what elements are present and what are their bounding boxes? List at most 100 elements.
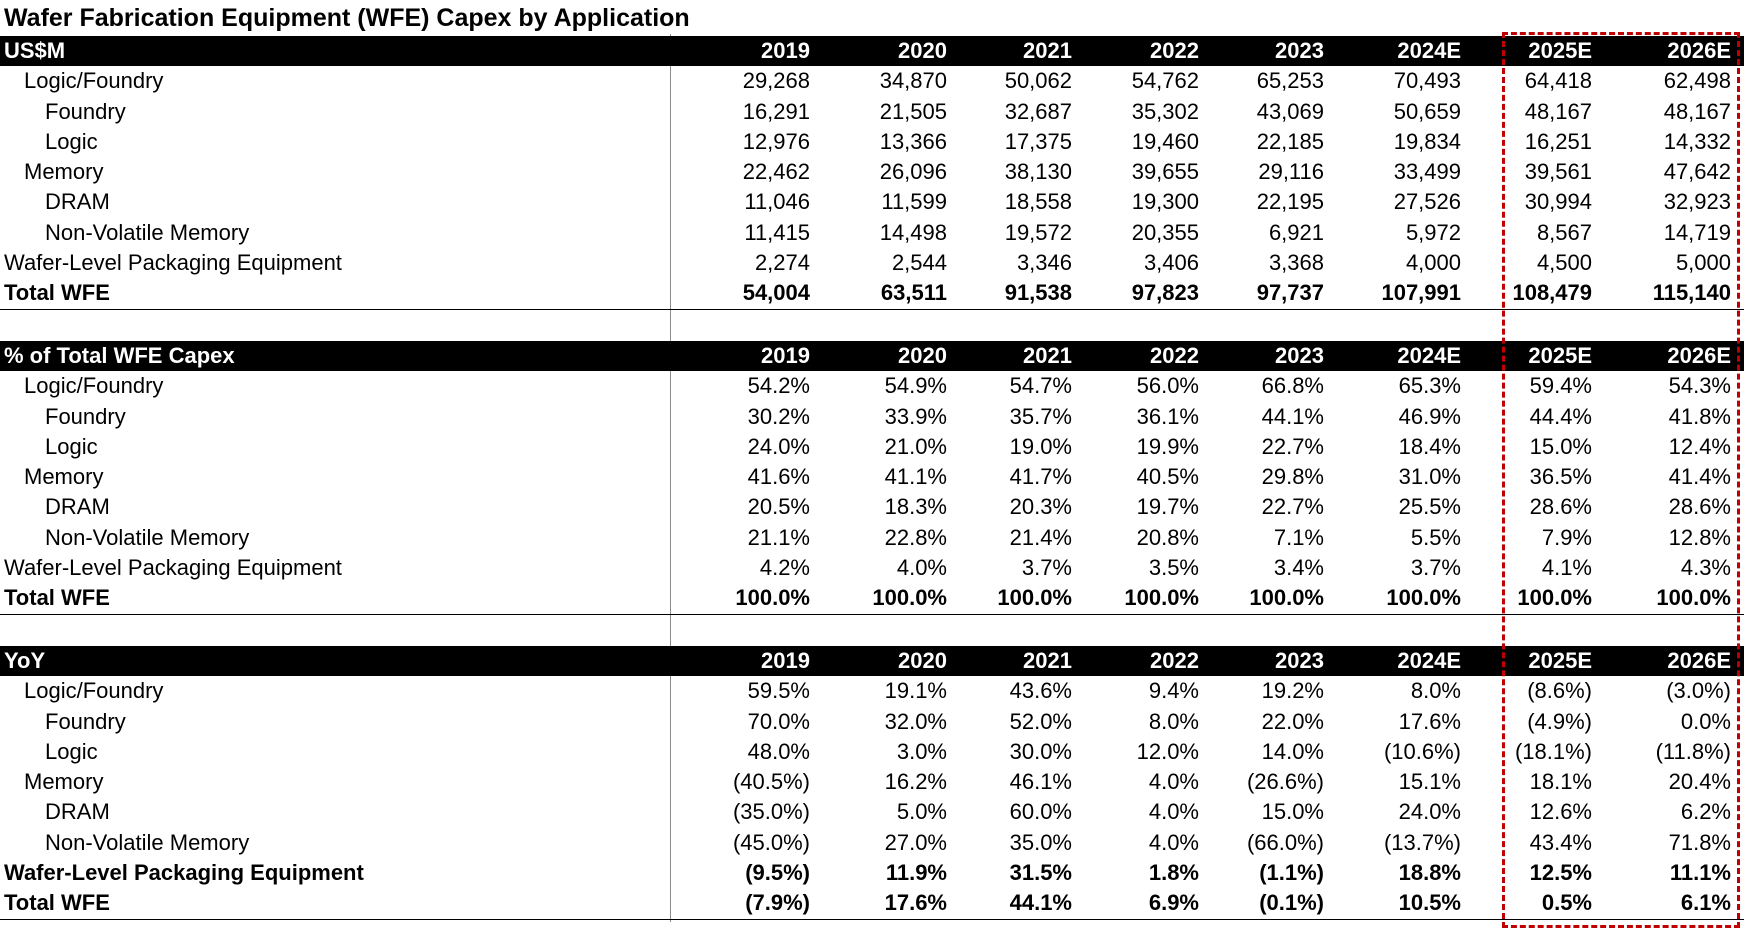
table-cell: 54.9% xyxy=(884,373,947,399)
table-cell: 46.1% xyxy=(1009,769,1072,795)
table-cell: 5,000 xyxy=(1675,250,1731,276)
table-cell: 22.7% xyxy=(1261,494,1324,520)
table-cell: 4.2% xyxy=(759,555,810,581)
table-cell: 22,462 xyxy=(742,159,810,185)
table-cell: 31.5% xyxy=(1009,860,1072,886)
row-label: Logic xyxy=(45,433,98,459)
table-cell: 41.4% xyxy=(1668,464,1731,490)
table-cell: 22,195 xyxy=(1256,189,1324,215)
row-label: Wafer-Level Packaging Equipment xyxy=(4,250,342,276)
table-cell: 70,493 xyxy=(1393,68,1461,94)
table-cell: 97,823 xyxy=(1131,280,1199,306)
table-cell: 41.6% xyxy=(747,464,810,490)
table-cell: 35,302 xyxy=(1131,98,1199,124)
table-cell: 19.2% xyxy=(1261,678,1324,704)
table-cell: 100.0% xyxy=(1386,585,1461,611)
row-label: Memory xyxy=(24,464,104,490)
year-header: 2022 xyxy=(1150,38,1199,63)
table-cell: 19.1% xyxy=(884,678,947,704)
table-row: DRAM (35.0%) 5.0% 60.0% 4.0% 15.0% 24.0% 12.6% 6… xyxy=(0,797,1744,827)
table-cell: 56.0% xyxy=(1136,373,1199,399)
table-cell: 20,355 xyxy=(1131,219,1199,245)
page-title: Wafer Fabrication Equipment (WFE) Capex … xyxy=(4,4,690,32)
row-label: Logic/Foundry xyxy=(24,373,164,399)
table-cell: 41.8% xyxy=(1668,403,1731,429)
row-label: DRAM xyxy=(45,189,110,215)
year-header: 2026E xyxy=(1667,343,1731,368)
year-header: 2026E xyxy=(1667,38,1731,63)
table-cell: 32,687 xyxy=(1004,98,1072,124)
table-cell: (45.0%) xyxy=(732,829,810,855)
table-cell: 4.0% xyxy=(1148,769,1199,795)
table-cell: 18.3% xyxy=(884,494,947,520)
table-row: Memory 22,462 26,096 38,130 39,655 29,116 33,4… xyxy=(0,157,1744,187)
table-cell: 12.0% xyxy=(1136,738,1199,764)
table-cell: 12.5% xyxy=(1529,860,1592,886)
table-cell: (4.9%) xyxy=(1527,708,1592,734)
table-cell: 16,291 xyxy=(742,98,810,124)
table-cell: 41.1% xyxy=(884,464,947,490)
table-cell: 39,655 xyxy=(1131,159,1199,185)
table-cell: 20.5% xyxy=(747,494,810,520)
table-cell: 12.4% xyxy=(1668,433,1731,459)
table-cell: 48.0% xyxy=(747,738,810,764)
table-cell: 10.5% xyxy=(1398,890,1461,916)
table-cell: 18.4% xyxy=(1398,433,1461,459)
table-cell: 0.0% xyxy=(1680,708,1731,734)
table-cell: 4.0% xyxy=(896,555,947,581)
table-cell: 17.6% xyxy=(884,890,947,916)
table-cell: 100.0% xyxy=(1517,585,1592,611)
table-cell: 16.2% xyxy=(884,769,947,795)
table-cell: 100.0% xyxy=(735,585,810,611)
row-label: Non-Volatile Memory xyxy=(45,524,250,550)
table-cell: 12.8% xyxy=(1668,524,1731,550)
table-cell: 31.0% xyxy=(1398,464,1461,490)
table-row: Wafer-Level Packaging Equipment (9.5%) 11.… xyxy=(0,858,1744,888)
table-cell: 19.0% xyxy=(1009,433,1072,459)
table-cell: 3.7% xyxy=(1021,555,1072,581)
table-row: Non-Volatile Memory 21.1% 22.8% 21.4% 20.8% 7… xyxy=(0,523,1744,553)
year-header: 2022 xyxy=(1150,343,1199,368)
table-cell: 14.0% xyxy=(1261,738,1324,764)
year-header: 2020 xyxy=(898,38,947,63)
table-cell: 4.1% xyxy=(1541,555,1592,581)
row-label: Logic xyxy=(45,738,98,764)
table-cell: 8.0% xyxy=(1410,678,1461,704)
table-cell: (66.0%) xyxy=(1246,829,1324,855)
section-header-label: US$M xyxy=(4,38,66,63)
table-row: Non-Volatile Memory 11,415 14,498 19,572 20,… xyxy=(0,218,1744,248)
table-cell: (35.0%) xyxy=(732,799,810,825)
table-row: Logic/Foundry 29,268 34,870 50,062 54,762 65,… xyxy=(0,66,1744,96)
table-cell: 3.5% xyxy=(1148,555,1199,581)
table-cell: 19,572 xyxy=(1004,219,1072,245)
table-cell: 35.0% xyxy=(1009,829,1072,855)
table-cell: 38,130 xyxy=(1004,159,1072,185)
table-cell: 32,923 xyxy=(1663,189,1731,215)
table-cell: 29,268 xyxy=(742,68,810,94)
table-cell: 25.5% xyxy=(1398,494,1461,520)
table-cell: 3.0% xyxy=(896,738,947,764)
table-cell: 34,870 xyxy=(879,68,947,94)
row-label: Non-Volatile Memory xyxy=(45,219,250,245)
table-row: Logic 12,976 13,366 17,375 19,460 22,185 19,83… xyxy=(0,127,1744,157)
table-cell: 20.4% xyxy=(1668,769,1731,795)
table-cell: 6.9% xyxy=(1148,890,1199,916)
table-cell: 63,511 xyxy=(880,280,947,306)
table-cell: 5,972 xyxy=(1405,219,1461,245)
table-row: Wafer-Level Packaging Equipment 4.2% 4.0% 3… xyxy=(0,553,1744,583)
year-header: 2019 xyxy=(761,343,810,368)
table-cell: 100.0% xyxy=(1124,585,1199,611)
table-cell: 66.8% xyxy=(1261,373,1324,399)
table-cell: 27.0% xyxy=(884,829,947,855)
table-row: Memory 41.6% 41.1% 41.7% 40.5% 29.8% 31.0% 36.5… xyxy=(0,462,1744,492)
table-cell: 60.0% xyxy=(1009,799,1072,825)
year-header: 2019 xyxy=(761,648,810,673)
year-header: 2023 xyxy=(1275,38,1324,63)
row-label: Memory xyxy=(24,769,104,795)
table-cell: 19.9% xyxy=(1136,433,1199,459)
table-row: Foundry 16,291 21,505 32,687 35,302 43,069 50,… xyxy=(0,97,1744,127)
table-cell: 3,346 xyxy=(1016,250,1072,276)
table-cell: (3.0%) xyxy=(1666,678,1731,704)
row-label: Logic/Foundry xyxy=(24,678,164,704)
table-cell: 21,505 xyxy=(879,98,947,124)
